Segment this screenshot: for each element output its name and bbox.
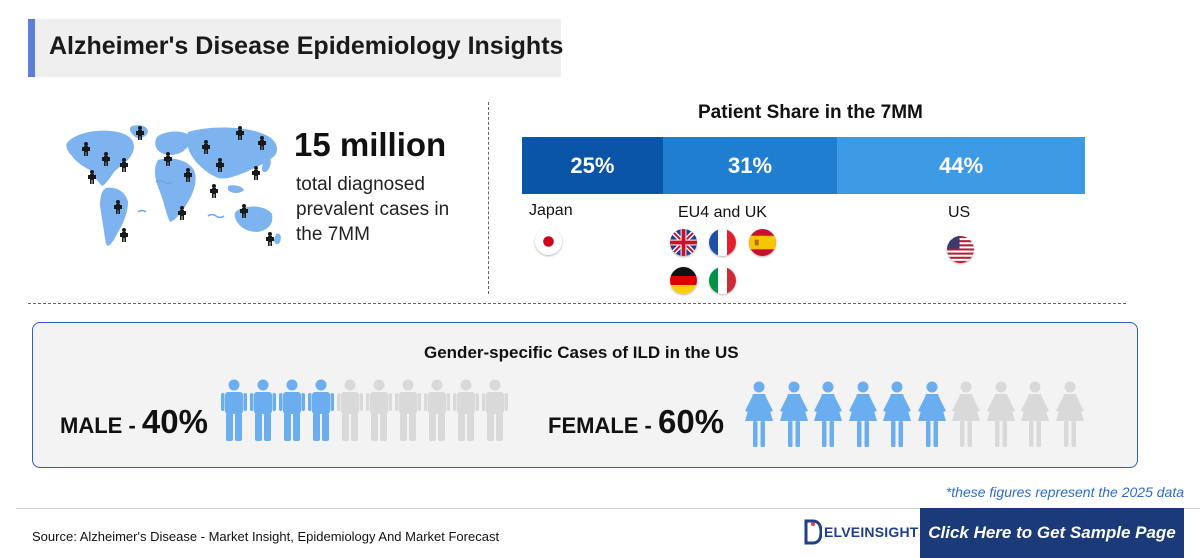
share-segment-japan: 25% [522, 137, 663, 194]
source-text: Source: Alzheimer's Disease - Market Ins… [32, 529, 500, 544]
female-person-icon-empty [985, 381, 1017, 452]
spain-flag-icon [749, 229, 776, 256]
germany-flag-icon [670, 267, 697, 294]
female-person-icon-empty [1054, 381, 1086, 452]
male-person-icon-filled [308, 379, 334, 446]
sample-page-button[interactable]: Click Here to Get Sample Page [920, 508, 1184, 558]
share-label-eu4-uk: 31% [727, 153, 773, 178]
vertical-divider [488, 102, 489, 294]
page-title-box: Alzheimer's Disease Epidemiology Insight… [28, 19, 564, 77]
female-person-icon-filled [743, 381, 775, 452]
france-flag-icon [709, 229, 736, 256]
share-segment-us: 44% [837, 137, 1085, 194]
male-person-icon-empty [424, 379, 450, 446]
japan-flag-icon [535, 228, 562, 255]
female-icon-row [743, 381, 1088, 452]
uk-flag-icon [670, 229, 697, 256]
total-cases-number: 15 million [294, 126, 447, 163]
male-person-icon-empty [366, 379, 392, 446]
gender-panel-title: Gender-specific Cases of ILD in the US [424, 343, 739, 362]
world-map-icon [66, 125, 281, 246]
delveinsight-logo[interactable]: ELVEINSIGHT [804, 518, 919, 546]
logo-mark-icon [804, 519, 822, 545]
horizontal-divider [28, 303, 1126, 304]
male-person-icon-filled [250, 379, 276, 446]
share-label-us: 44% [939, 153, 984, 178]
patient-share-title: Patient Share in the 7MM [698, 102, 923, 123]
data-year-note: *these figures represent the 2025 data [945, 484, 1184, 500]
male-person-icon-empty [337, 379, 363, 446]
male-person-icon-filled [279, 379, 305, 446]
male-label-text: MALE - [60, 413, 142, 438]
female-person-icon-filled [778, 381, 810, 452]
female-person-icon-filled [881, 381, 913, 452]
female-person-icon-empty [950, 381, 982, 452]
total-cases-description: total diagnosed prevalent cases in the 7… [296, 174, 450, 245]
region-label-us: US [948, 204, 971, 221]
male-percentage: 40% [141, 403, 208, 440]
italy-flag-icon [709, 267, 736, 294]
region-label-eu4-uk: EU4 and UK [678, 204, 767, 221]
footer-divider [16, 508, 1200, 509]
patient-share-bar: 25% 31% 44% [522, 137, 1085, 194]
male-label: MALE - 40% [60, 403, 208, 441]
male-person-icon-empty [453, 379, 479, 446]
gender-panel [32, 322, 1138, 468]
male-person-icon-empty [482, 379, 508, 446]
share-label-japan: 25% [570, 153, 615, 178]
logo-text: ELVEINSIGHT [824, 524, 919, 540]
female-percentage: 60% [658, 403, 725, 440]
female-person-icon-filled [812, 381, 844, 452]
male-person-icon-empty [395, 379, 421, 446]
region-label-japan: Japan [529, 202, 573, 219]
male-icon-row [221, 379, 511, 446]
male-person-icon-filled [221, 379, 247, 446]
female-person-icon-filled [916, 381, 948, 452]
page-title: Alzheimer's Disease Epidemiology Insight… [49, 32, 564, 60]
female-person-icon-filled [847, 381, 879, 452]
female-person-icon-empty [1019, 381, 1051, 452]
share-segment-eu4-uk: 31% [662, 137, 838, 194]
female-label: FEMALE - 60% [548, 403, 724, 441]
female-label-text: FEMALE - [548, 413, 658, 438]
usa-flag-icon [947, 236, 974, 263]
